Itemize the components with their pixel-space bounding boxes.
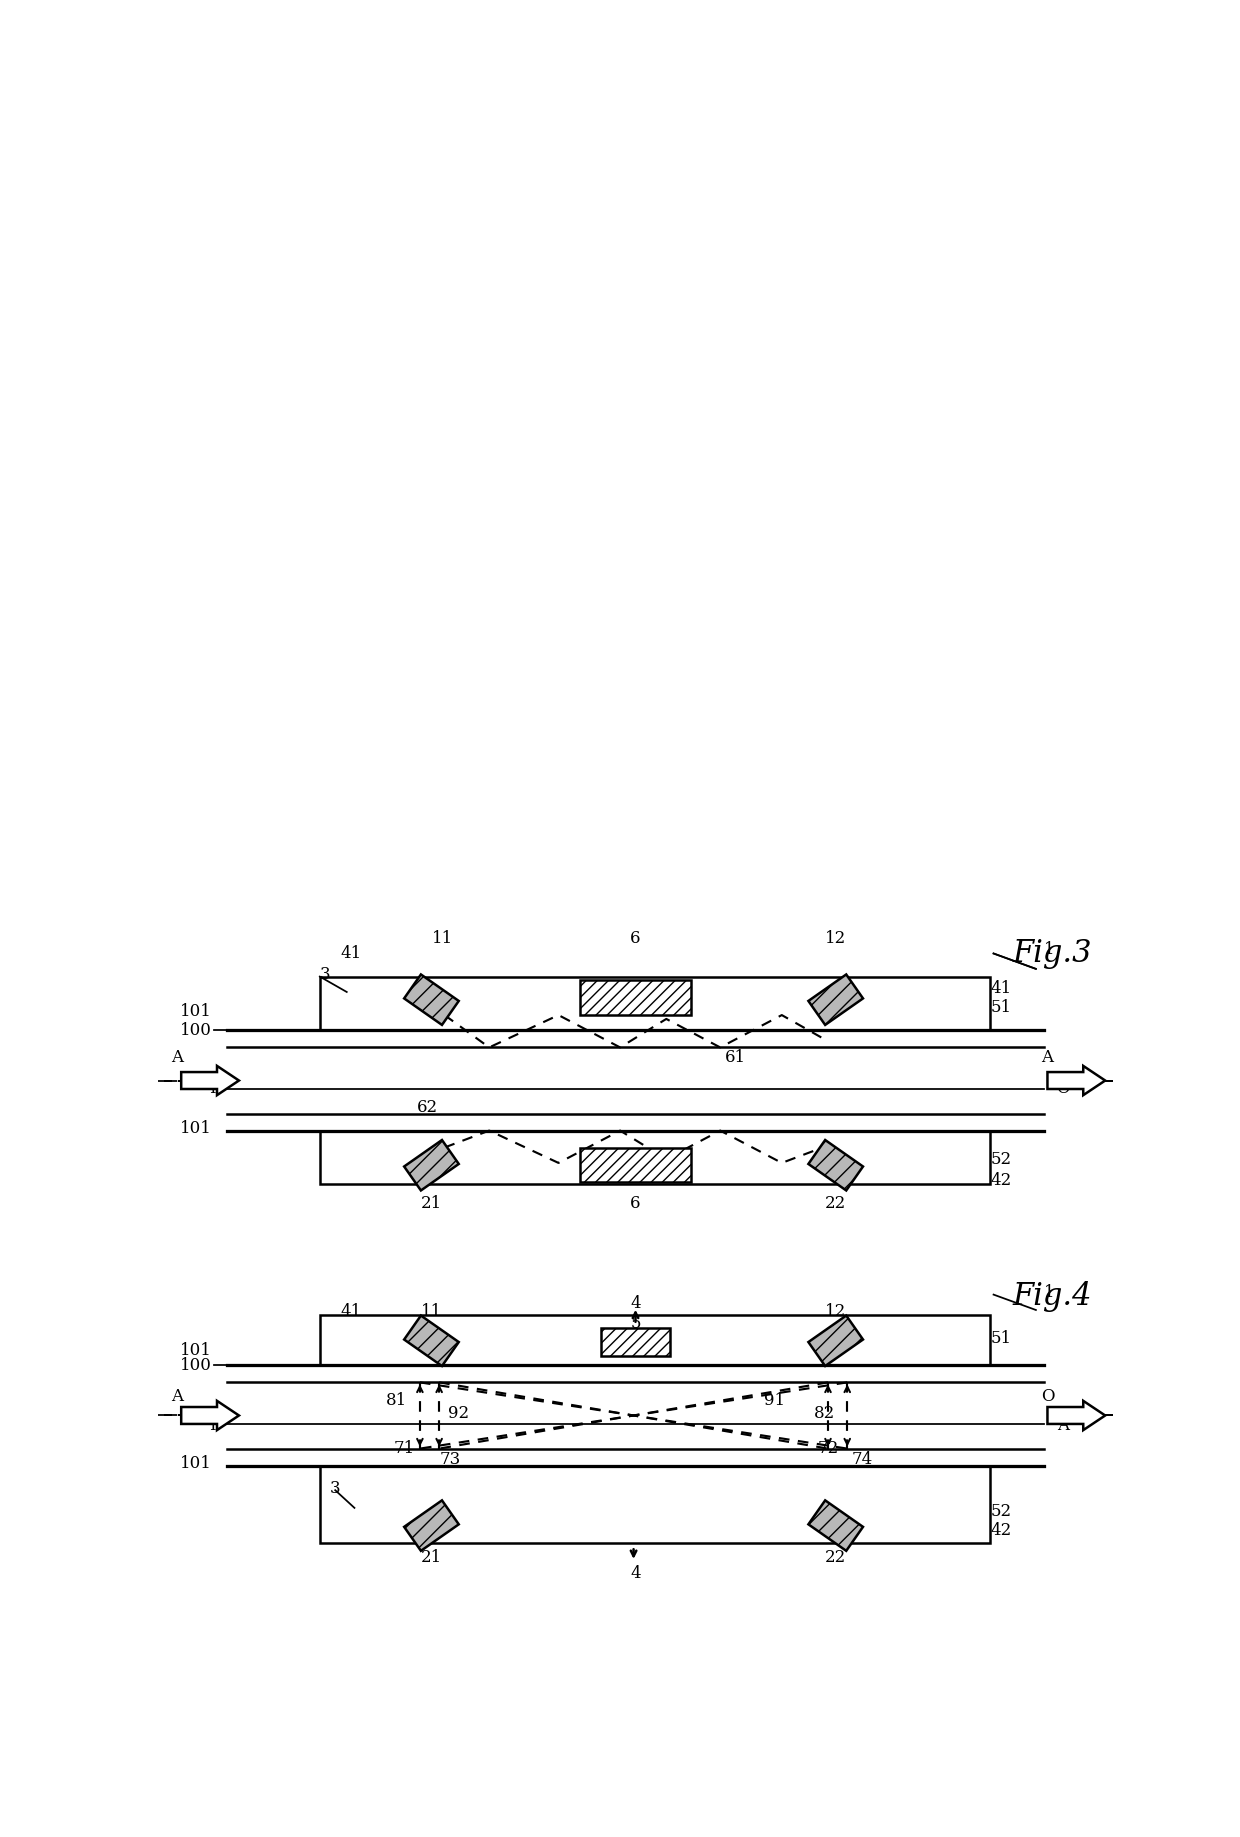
Text: 101: 101 — [180, 1121, 212, 1137]
Text: 92: 92 — [448, 1405, 469, 1422]
Text: 82: 82 — [813, 1405, 835, 1422]
Text: I: I — [208, 1416, 216, 1435]
Polygon shape — [404, 1315, 459, 1367]
Text: 42: 42 — [991, 1172, 1012, 1189]
Text: A: A — [1042, 1049, 1054, 1065]
Bar — [579, 1148, 692, 1183]
Text: 11: 11 — [420, 1302, 443, 1321]
Text: 52: 52 — [991, 1150, 1012, 1168]
Text: 42: 42 — [991, 1523, 1012, 1539]
Text: 101: 101 — [180, 1455, 212, 1473]
Text: 12: 12 — [825, 1302, 847, 1321]
Bar — [579, 981, 692, 1016]
Text: 5: 5 — [630, 1315, 641, 1332]
Polygon shape — [404, 1141, 459, 1190]
Text: 41: 41 — [991, 979, 1012, 997]
Text: 3: 3 — [330, 1481, 341, 1497]
Polygon shape — [404, 974, 459, 1025]
Text: 21: 21 — [420, 1196, 443, 1212]
Text: 101: 101 — [180, 1341, 212, 1359]
Text: 81: 81 — [386, 1392, 408, 1409]
Bar — [601, 1328, 670, 1356]
Text: 61: 61 — [725, 1049, 746, 1065]
Text: 4: 4 — [630, 1295, 641, 1312]
Text: 52: 52 — [991, 1503, 1012, 1521]
FancyArrow shape — [1048, 1402, 1105, 1431]
Polygon shape — [808, 1501, 863, 1550]
Text: 51: 51 — [991, 999, 1012, 1016]
Text: 100: 100 — [180, 1358, 212, 1374]
Text: Fig.4: Fig.4 — [1013, 1280, 1092, 1312]
Bar — [320, 1466, 990, 1543]
Text: 100: 100 — [180, 1021, 212, 1040]
Text: 11: 11 — [433, 930, 454, 946]
Text: A: A — [1056, 1416, 1069, 1435]
Bar — [320, 1130, 990, 1185]
Polygon shape — [808, 974, 863, 1025]
Text: 41: 41 — [340, 1302, 361, 1321]
Text: 21: 21 — [420, 1549, 443, 1567]
Text: 12: 12 — [825, 930, 847, 946]
Text: 62: 62 — [417, 1099, 438, 1117]
Polygon shape — [404, 1501, 459, 1550]
Text: Fig.3: Fig.3 — [1013, 939, 1092, 970]
Text: 6: 6 — [630, 930, 641, 946]
FancyArrow shape — [181, 1402, 239, 1431]
Text: 1: 1 — [1044, 941, 1054, 959]
Bar — [320, 1315, 990, 1365]
Text: A: A — [171, 1387, 184, 1405]
Text: A: A — [171, 1049, 184, 1065]
Text: 51: 51 — [991, 1330, 1012, 1347]
Text: 41: 41 — [340, 944, 361, 963]
Polygon shape — [808, 1315, 863, 1367]
Text: 73: 73 — [440, 1451, 461, 1468]
Text: 74: 74 — [852, 1451, 873, 1468]
Bar — [320, 977, 990, 1031]
Text: 3: 3 — [320, 966, 330, 983]
Text: 22: 22 — [825, 1196, 847, 1212]
Text: O: O — [1040, 1387, 1054, 1405]
Text: 6: 6 — [630, 1196, 641, 1212]
Polygon shape — [808, 1141, 863, 1190]
FancyArrow shape — [1048, 1065, 1105, 1095]
Text: 1: 1 — [1044, 1284, 1054, 1301]
Text: 72: 72 — [817, 1440, 838, 1457]
Text: 4: 4 — [630, 1565, 641, 1582]
FancyArrow shape — [181, 1065, 239, 1095]
Text: I: I — [208, 1080, 216, 1097]
Text: 71: 71 — [394, 1440, 415, 1457]
Text: 22: 22 — [825, 1549, 847, 1567]
Text: O: O — [1056, 1080, 1070, 1097]
Text: 91: 91 — [764, 1392, 785, 1409]
Text: 101: 101 — [180, 1003, 212, 1020]
